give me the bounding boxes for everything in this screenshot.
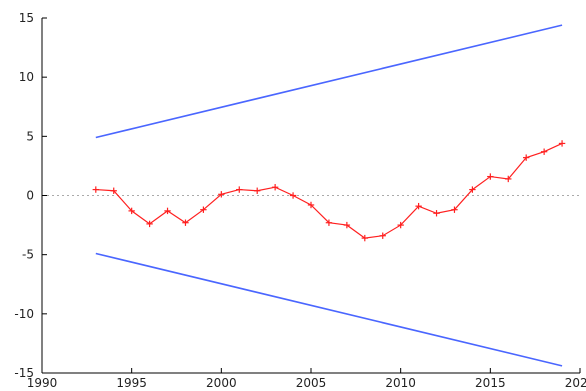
- data-point-1999: [200, 206, 207, 213]
- y-tick-label--15: -15: [14, 366, 34, 380]
- x-axis-ticks: 1990 1995 2000 2005 2010 2015 2020: [27, 368, 586, 390]
- y-tick-label-10: 10: [19, 70, 34, 84]
- y-tick-label--10: -10: [14, 307, 34, 321]
- series-layer: [92, 140, 566, 242]
- data-point-2016: [505, 175, 512, 183]
- data-point-2011: [415, 202, 422, 210]
- data-point-2008: [361, 234, 368, 242]
- data-point-1994: [110, 187, 117, 194]
- data-point-1996: [146, 220, 153, 228]
- y-axis-ticks: -15 -10 -5 0 5 10 15: [14, 11, 47, 380]
- x-tick-label-2005: 2005: [296, 376, 327, 390]
- data-point-2009: [379, 232, 386, 239]
- data-point-2013: [451, 206, 458, 213]
- data-point-1998: [182, 219, 189, 226]
- data-point-2010: [397, 221, 404, 229]
- y-tick-label-5: 5: [26, 129, 34, 143]
- y-tick-label--5: -5: [22, 248, 34, 262]
- data-point-2014: [469, 186, 476, 193]
- data-point-2012: [433, 210, 440, 217]
- data-point-1995: [128, 207, 135, 215]
- data-point-2000: [218, 191, 225, 198]
- data-point-2003: [271, 184, 279, 191]
- data-point-2018: [540, 148, 548, 155]
- data-point-2007: [343, 221, 351, 229]
- bound-lines-layer: [95, 24, 563, 367]
- lower-bound-line: [95, 252, 563, 367]
- data-point-2006: [325, 219, 333, 226]
- data-point-1997: [164, 207, 171, 215]
- x-tick-label-2020: 2020: [565, 376, 586, 390]
- x-tick-label-2010: 2010: [385, 376, 416, 390]
- data-point-1993: [92, 186, 99, 193]
- x-tick-label-2000: 2000: [206, 376, 237, 390]
- y-tick-label-0: 0: [26, 189, 34, 203]
- data-point-2002: [254, 187, 261, 194]
- x-tick-label-2015: 2015: [475, 376, 506, 390]
- data-point-2017: [523, 154, 530, 161]
- data-point-2015: [487, 173, 494, 180]
- data-point-2005: [307, 201, 315, 209]
- upper-bound-line: [95, 24, 563, 139]
- x-tick-label-1995: 1995: [116, 376, 147, 390]
- data-point-2004: [289, 192, 297, 199]
- data-point-2019: [558, 140, 566, 147]
- y-tick-label-15: 15: [19, 11, 34, 25]
- x-tick-label-1990: 1990: [27, 376, 58, 390]
- data-point-2001: [236, 186, 243, 193]
